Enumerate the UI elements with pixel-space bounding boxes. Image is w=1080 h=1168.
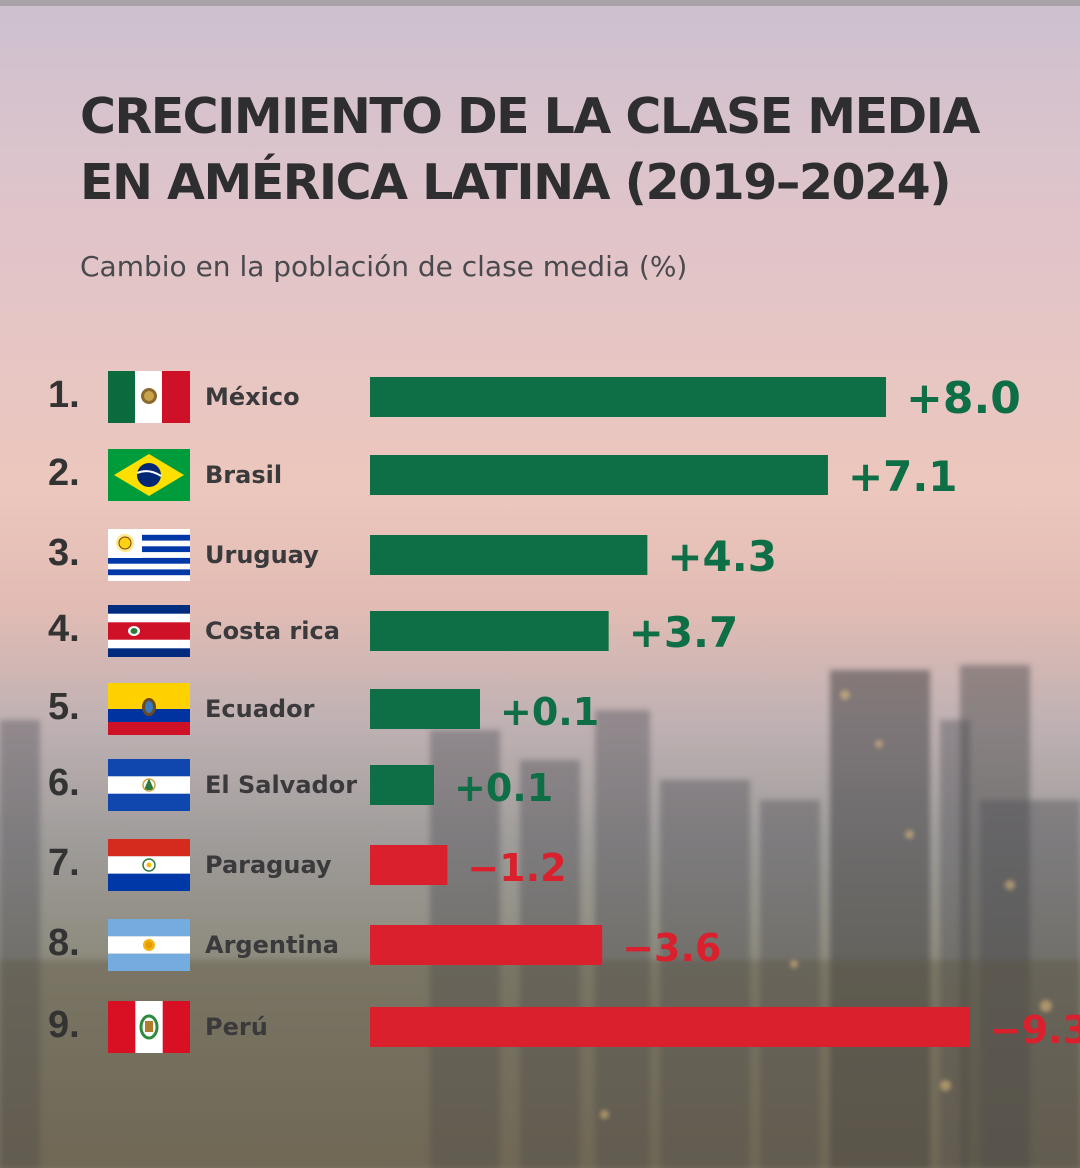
uruguay-flag <box>108 529 190 581</box>
bar-peru <box>370 1007 970 1047</box>
top-border <box>0 0 1080 6</box>
bar-costa-rica <box>370 611 609 651</box>
el-salvador-flag <box>108 759 190 811</box>
rank-label: 1. <box>48 374 80 416</box>
country-name: Argentina <box>205 931 339 959</box>
country-name: Perú <box>205 1013 268 1041</box>
country-name: Brasil <box>205 461 283 489</box>
country-row: 9. Perú <box>0 998 1080 1058</box>
country-name: México <box>205 383 300 411</box>
bar-ecuador <box>370 689 480 729</box>
value-label: +0.1 <box>454 766 553 810</box>
value-label: −3.6 <box>622 926 721 970</box>
costa-rica-flag <box>108 605 190 657</box>
country-row: 4. Costa rica <box>0 602 1080 662</box>
rank-label: 6. <box>48 762 80 804</box>
country-row: 5. Ecuador <box>0 680 1080 740</box>
bar-argentina <box>370 925 603 965</box>
ecuador-flag <box>108 683 190 735</box>
value-label: −1.2 <box>467 846 566 890</box>
chart-title: CRECIMIENTO DE LA CLASE MEDIA EN AMÉRICA… <box>80 88 980 211</box>
value-label: +8.0 <box>906 373 1021 424</box>
paraguay-flag <box>108 839 190 891</box>
country-row: 3. Uruguay <box>0 526 1080 586</box>
country-name: Ecuador <box>205 695 315 723</box>
bar-paraguay <box>370 845 448 885</box>
country-name: Costa rica <box>205 617 340 645</box>
bar-uruguay <box>370 535 648 575</box>
rank-label: 8. <box>48 922 80 964</box>
country-row: 8. Argentina <box>0 916 1080 976</box>
rank-label: 3. <box>48 532 80 574</box>
rank-label: 7. <box>48 842 80 884</box>
bar-brazil <box>370 455 828 495</box>
argentina-flag <box>108 919 190 971</box>
rank-label: 4. <box>48 608 80 650</box>
country-name: Uruguay <box>205 541 319 569</box>
rank-label: 5. <box>48 686 80 728</box>
rank-label: 9. <box>48 1004 80 1046</box>
country-name: El Salvador <box>205 771 358 799</box>
country-name: Paraguay <box>205 851 332 879</box>
bar-mexico <box>370 377 886 417</box>
country-row: 1. México <box>0 368 1080 428</box>
peru-flag <box>108 1001 190 1053</box>
chart-subtitle: Cambio en la población de clase media (%… <box>80 250 688 283</box>
value-label: +4.3 <box>667 532 777 581</box>
bar-el-salvador <box>370 765 434 805</box>
rank-label: 2. <box>48 452 80 494</box>
country-row: 7. Paraguay <box>0 836 1080 896</box>
value-label: +3.7 <box>629 608 739 657</box>
value-label: +7.1 <box>848 452 958 501</box>
brazil-flag <box>108 449 190 501</box>
mexico-flag <box>108 371 190 423</box>
value-label: +0.1 <box>500 690 599 734</box>
country-row: 6. El Salvador <box>0 756 1080 816</box>
country-row: 2. Brasil <box>0 446 1080 506</box>
value-label: −9.3 <box>990 1008 1080 1052</box>
